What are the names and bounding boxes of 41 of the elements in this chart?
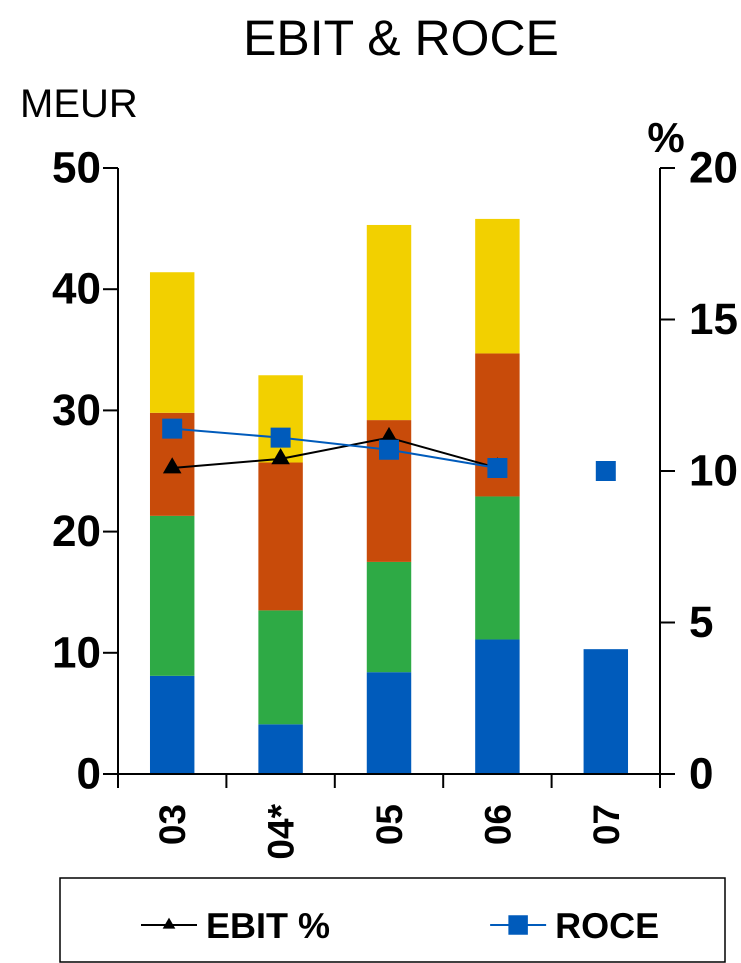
bar [150, 516, 194, 676]
y-tick-label: 10 [52, 628, 101, 678]
point [379, 440, 399, 460]
bar [475, 496, 520, 640]
point [270, 428, 291, 448]
y-tick-label: 0 [76, 750, 101, 798]
bar [258, 462, 303, 610]
y2-tick-label: 15 [689, 295, 738, 344]
bar [366, 672, 412, 774]
bar [366, 420, 412, 562]
y2-tick-label: 10 [689, 446, 738, 496]
point [596, 461, 616, 481]
x-tick-label: 04* [260, 803, 302, 860]
y2-axis-title: % [647, 114, 685, 161]
y-tick-label: 50 [52, 144, 101, 192]
y-tick-label: 20 [52, 507, 101, 556]
bar [584, 649, 628, 774]
bar [475, 639, 520, 774]
y2-tick-label: 5 [689, 598, 714, 647]
y-axis-title: MEUR [20, 82, 138, 126]
bar [150, 272, 194, 413]
bar [366, 562, 412, 672]
y-tick-label: 30 [52, 386, 101, 435]
x-tick-label: 06 [476, 804, 518, 846]
bar [258, 610, 303, 724]
point [487, 458, 508, 478]
x-tick-label: 07 [585, 804, 626, 846]
x-tick-label: 05 [368, 804, 410, 846]
legend-label: ROCE [555, 904, 660, 946]
bar [258, 724, 303, 774]
chart-title: EBIT & ROCE [243, 10, 559, 66]
bar [475, 353, 520, 496]
y-tick-label: 40 [52, 264, 101, 314]
y2-tick-label: 20 [689, 144, 738, 192]
legend-label: EBIT % [206, 904, 330, 946]
x-tick-label: 03 [152, 804, 193, 846]
bar [150, 676, 194, 774]
bar [475, 218, 520, 354]
point [162, 418, 182, 439]
bar [366, 224, 412, 420]
y2-tick-label: 0 [689, 750, 714, 798]
